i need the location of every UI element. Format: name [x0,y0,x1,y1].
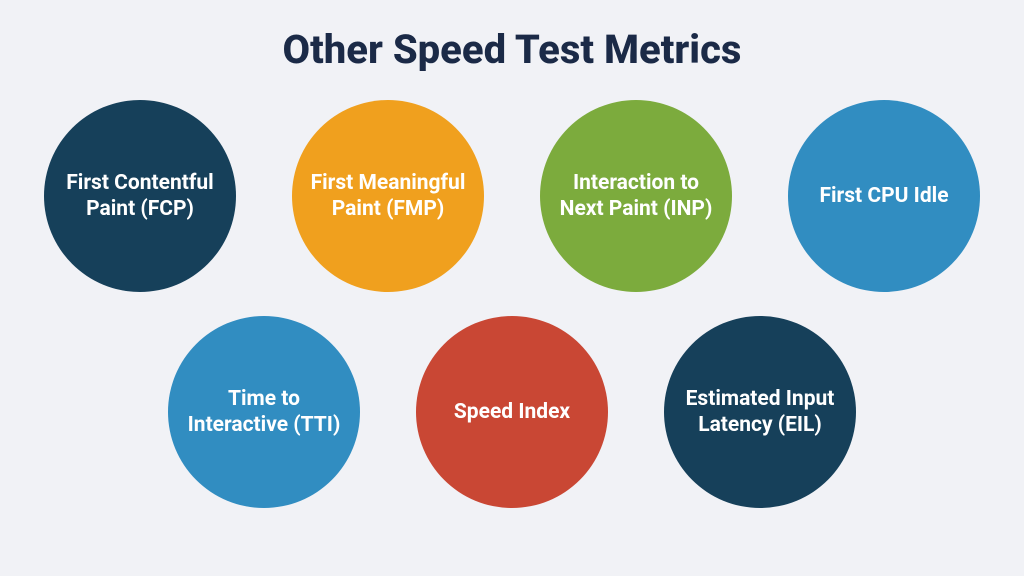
metric-circle-first-cpu-idle: First CPU Idle [788,100,980,292]
metric-label: First Meaningful Paint (FMP) [310,170,466,223]
metric-circle-tti: Time to Interactive (TTI) [168,316,360,508]
metric-circle-eil: Estimated Input Latency (EIL) [664,316,856,508]
page-title: Other Speed Test Metrics [0,26,1024,73]
metric-label: Interaction to Next Paint (INP) [558,170,714,223]
metric-circle-speed-index: Speed Index [416,316,608,508]
infographic-canvas: Other Speed Test Metrics First Contentfu… [0,0,1024,576]
metric-circle-fcp: First Contentful Paint (FCP) [44,100,236,292]
metric-label: Estimated Input Latency (EIL) [682,386,838,439]
metric-circle-inp: Interaction to Next Paint (INP) [540,100,732,292]
metric-label: Time to Interactive (TTI) [186,386,342,439]
metric-circle-fmp: First Meaningful Paint (FMP) [292,100,484,292]
metric-label: First Contentful Paint (FCP) [62,170,218,223]
metric-label: Speed Index [454,399,570,425]
metric-label: First CPU Idle [819,183,948,209]
